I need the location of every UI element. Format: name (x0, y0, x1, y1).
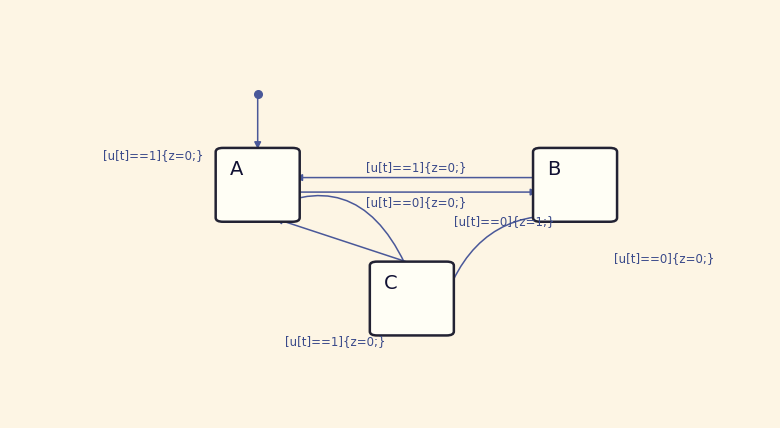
FancyArrowPatch shape (448, 216, 578, 291)
FancyArrowPatch shape (225, 168, 239, 201)
FancyBboxPatch shape (533, 148, 617, 222)
Text: B: B (548, 160, 561, 179)
Text: [u[t]==0]{z=0;}: [u[t]==0]{z=0;} (366, 196, 466, 209)
Text: [u[t]==0]{z=0;}: [u[t]==0]{z=0;} (615, 252, 714, 265)
Text: [u[t]==1]{z=0;}: [u[t]==1]{z=0;} (366, 160, 466, 174)
Text: A: A (230, 160, 243, 179)
FancyArrowPatch shape (256, 196, 405, 263)
Text: [u[t]==1]{z=0;}: [u[t]==1]{z=0;} (103, 149, 204, 162)
FancyBboxPatch shape (216, 148, 300, 222)
Text: [u[t]==0]{z=1;}: [u[t]==0]{z=1;} (454, 216, 555, 229)
FancyBboxPatch shape (370, 262, 454, 336)
FancyArrowPatch shape (277, 218, 415, 265)
FancyArrowPatch shape (297, 175, 537, 180)
Text: C: C (385, 274, 398, 293)
Text: [u[t]==1]{z=0;}: [u[t]==1]{z=0;} (285, 335, 385, 348)
FancyArrowPatch shape (296, 189, 536, 195)
